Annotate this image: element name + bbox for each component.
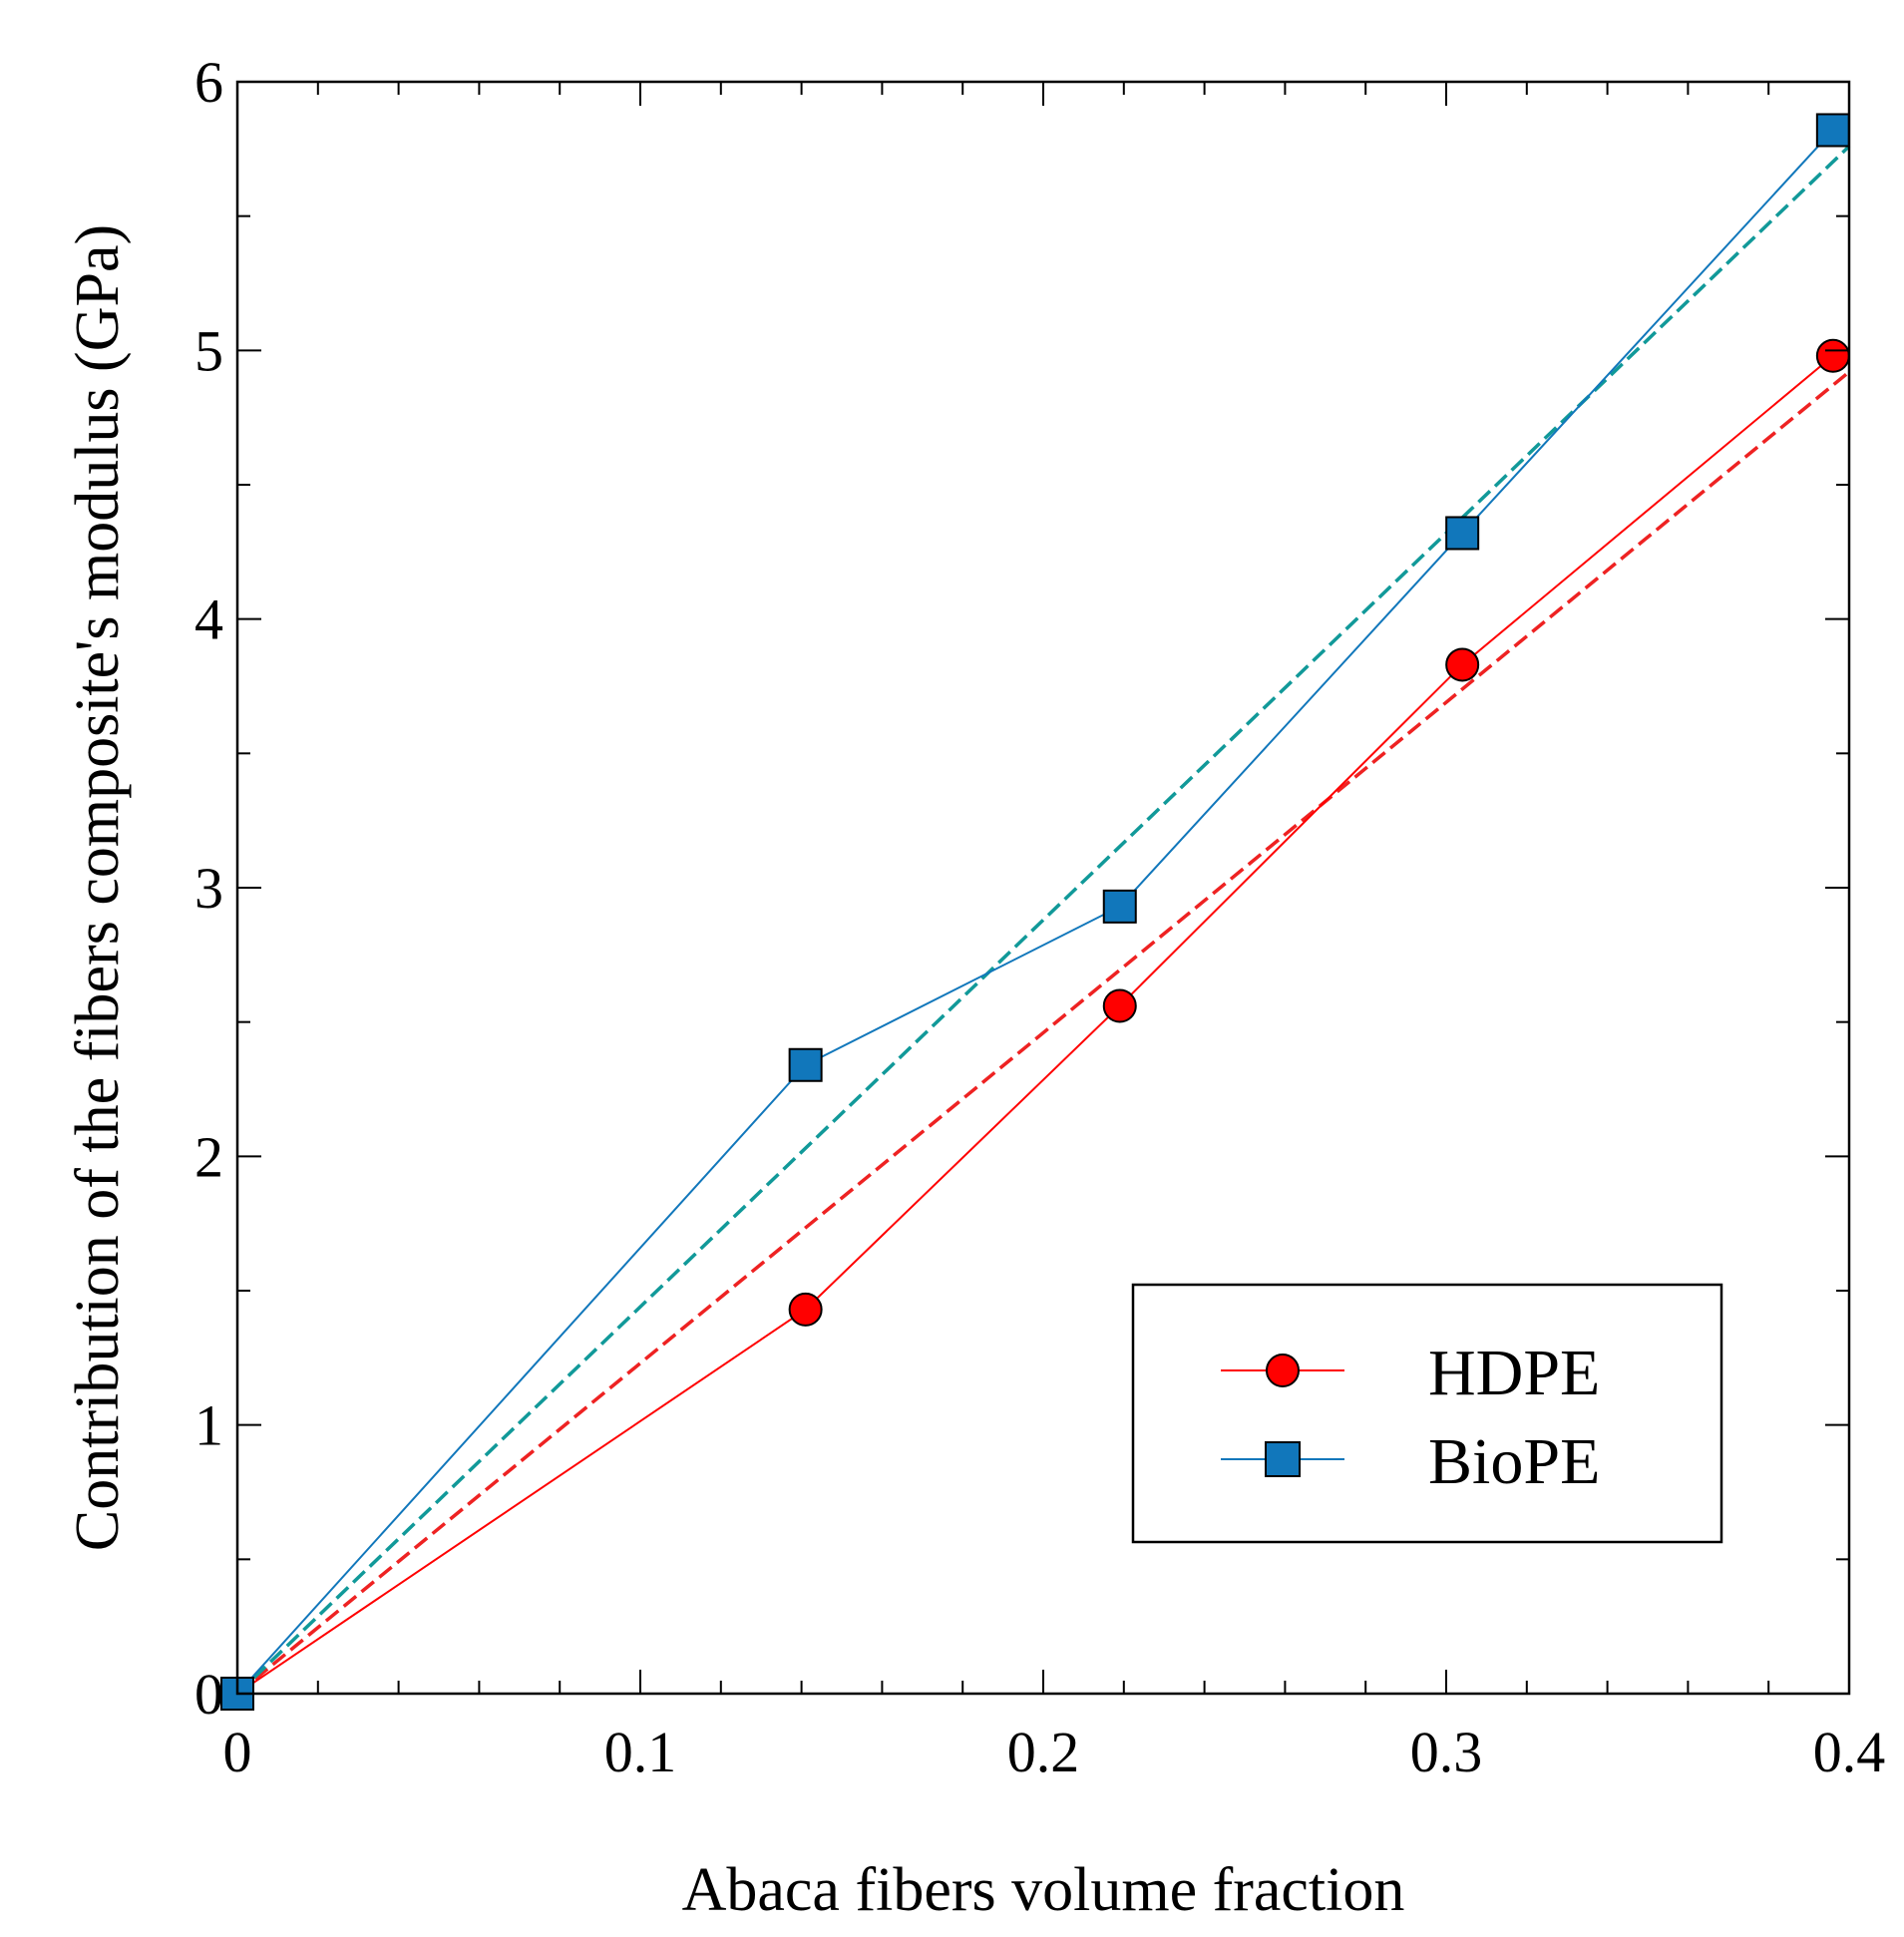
x-axis-title: Abaca fibers volume fraction xyxy=(682,1856,1405,1924)
tick-layer: 0 0.1 0.2 0.3 0.4 0 1 2 3 4 5 6 xyxy=(194,50,1885,1784)
y-tick-label: 0 xyxy=(194,1662,223,1727)
legend-hdpe-label: HDPE xyxy=(1428,1337,1600,1409)
legend-box xyxy=(1131,1283,1723,1544)
data-point-biope xyxy=(788,1047,823,1082)
x-tick-label: 0.4 xyxy=(1813,1720,1886,1784)
data-point-hdpe xyxy=(1102,988,1137,1023)
data-point-hdpe xyxy=(788,1292,823,1327)
data-point-biope xyxy=(1815,113,1850,148)
y-tick-label: 2 xyxy=(194,1124,223,1189)
x-tick-label: 0 xyxy=(223,1720,252,1784)
y-tick-label: 4 xyxy=(194,587,223,652)
y-tick-label: 6 xyxy=(194,50,223,115)
data-point-hdpe xyxy=(1815,338,1850,373)
data-point-biope xyxy=(1102,889,1137,924)
x-tick-label: 0.2 xyxy=(1007,1720,1080,1784)
legend-biope-label: BioPE xyxy=(1428,1425,1600,1498)
x-tick-label: 0.3 xyxy=(1410,1720,1483,1784)
y-tick-label: 5 xyxy=(194,318,223,383)
plot-layer xyxy=(220,113,1851,1711)
legend: HDPE BioPE xyxy=(1131,1283,1723,1544)
legend-biope-marker xyxy=(1265,1441,1301,1477)
legend-hdpe-marker xyxy=(1266,1354,1300,1387)
y-tick-label: 3 xyxy=(194,856,223,921)
data-point-biope xyxy=(1445,516,1480,551)
y-axis-title: Contribution of the fibers composite's m… xyxy=(64,224,132,1551)
fit-line-hdpe xyxy=(235,370,1851,1696)
y-tick-label: 1 xyxy=(194,1393,223,1458)
x-tick-label: 0.1 xyxy=(604,1720,677,1784)
data-point-hdpe xyxy=(1445,647,1480,682)
